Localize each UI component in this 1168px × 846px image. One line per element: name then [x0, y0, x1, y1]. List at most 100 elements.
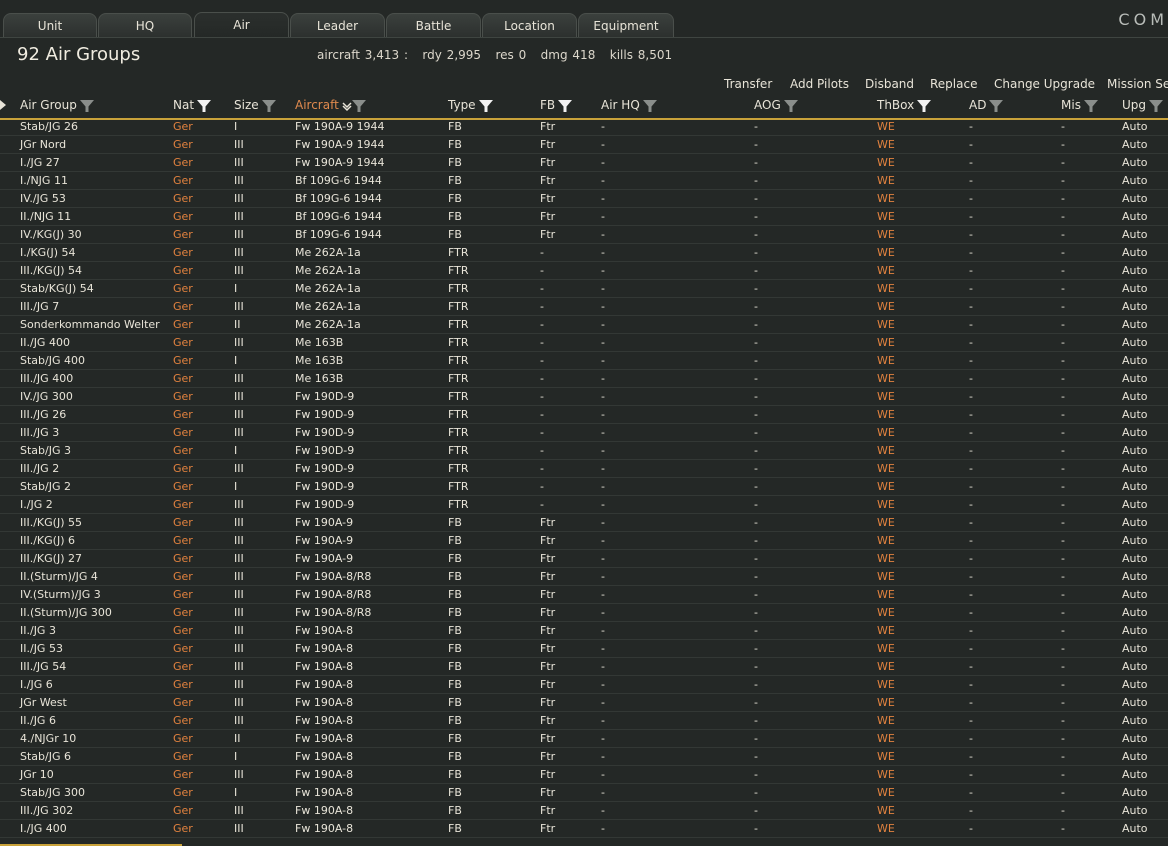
cell-air-group[interactable]: 4./NJGr 10	[20, 732, 77, 745]
col-type[interactable]: Type	[448, 98, 493, 112]
cell-air-group[interactable]: I./NJG 11	[20, 174, 68, 187]
table-row[interactable]: Stab/JG 26 Ger I Fw 190A-9 1944 FB Ftr - - WE - - A…	[0, 118, 1168, 136]
table-row[interactable]: III./KG(J) 55 Ger III Fw 190A-9 FB Ftr - - WE - - A…	[0, 514, 1168, 532]
cell-air-group[interactable]: III./JG 302	[20, 804, 74, 817]
table-row[interactable]: III./KG(J) 6 Ger III Fw 190A-9 FB Ftr - - WE - - Au…	[0, 532, 1168, 550]
table-row[interactable]: I./NJG 11 Ger III Bf 109G-6 1944 FB Ftr - - WE - -…	[0, 172, 1168, 190]
cell-air-group[interactable]: III./KG(J) 54	[20, 264, 82, 277]
table-row[interactable]: IV./JG 300 Ger III Fw 190D-9 FTR - - - WE - - Auto	[0, 388, 1168, 406]
table-row[interactable]: Stab/JG 2 Ger I Fw 190D-9 FTR - - - WE - - Auto	[0, 478, 1168, 496]
cell-air-group[interactable]: II./JG 53	[20, 642, 63, 655]
col-aog[interactable]: AOG	[754, 98, 798, 112]
scroll-left-arrow-icon[interactable]	[0, 100, 6, 110]
transfer-button[interactable]: Transfer	[724, 77, 773, 91]
col-size[interactable]: Size	[234, 98, 276, 112]
cell-air-group[interactable]: III./JG 400	[20, 372, 74, 385]
col-upg[interactable]: Upg	[1122, 98, 1164, 112]
filter-active-icon[interactable]	[478, 99, 493, 112]
cell-air-group[interactable]: III./KG(J) 27	[20, 552, 82, 565]
tab-unit[interactable]: Unit	[3, 13, 97, 37]
col-mis[interactable]: Mis	[1061, 98, 1098, 112]
col-air-group[interactable]: Air Group	[20, 98, 94, 112]
table-row[interactable]: Sonderkommando Welter Ger II Me 262A-1a FTR -…	[0, 316, 1168, 334]
mission-set-button[interactable]: Mission Set	[1107, 77, 1168, 91]
table-row[interactable]: II.(Sturm)/JG 4 Ger III Fw 190A-8/R8 FB Ftr - -…	[0, 568, 1168, 586]
cell-air-group[interactable]: JGr 10	[20, 768, 54, 781]
cell-air-group[interactable]: JGr West	[20, 696, 67, 709]
filter-icon[interactable]	[989, 99, 1004, 112]
table-row[interactable]: III./JG 2 Ger III Fw 190D-9 FTR - - - WE - - Auto	[0, 460, 1168, 478]
cell-air-group[interactable]: II.(Sturm)/JG 4	[20, 570, 98, 583]
table-row[interactable]: Stab/JG 300 Ger I Fw 190A-8 FB Ftr - - WE - - Auto	[0, 784, 1168, 802]
table-row[interactable]: I./KG(J) 54 Ger III Me 262A-1a FTR - - - WE - - Aut…	[0, 244, 1168, 262]
table-row[interactable]: JGr Nord Ger III Fw 190A-9 1944 FB Ftr - - WE - - A…	[0, 136, 1168, 154]
table-row[interactable]: III./JG 26 Ger III Fw 190D-9 FTR - - - WE - - Auto	[0, 406, 1168, 424]
table-row[interactable]: II./JG 6 Ger III Fw 190A-8 FB Ftr - - WE - - Auto	[0, 712, 1168, 730]
filter-icon[interactable]	[1083, 99, 1098, 112]
table-row[interactable]: JGr West Ger III Fw 190A-8 FB Ftr - - WE - - Auto	[0, 694, 1168, 712]
cell-air-group[interactable]: Stab/JG 26	[20, 120, 78, 133]
add-pilots-button[interactable]: Add Pilots	[790, 77, 849, 91]
filter-active-icon[interactable]	[197, 99, 212, 112]
cell-air-group[interactable]: I./JG 2	[20, 498, 53, 511]
cell-air-group[interactable]: III./JG 26	[20, 408, 67, 421]
col-thbox[interactable]: ThBox	[877, 98, 932, 112]
cell-air-group[interactable]: Stab/JG 300	[20, 786, 85, 799]
cell-air-group[interactable]: I./JG 400	[20, 822, 67, 835]
cell-air-group[interactable]: I./JG 27	[20, 156, 60, 169]
table-row[interactable]: II./NJG 11 Ger III Bf 109G-6 1944 FB Ftr - - WE -…	[0, 208, 1168, 226]
change-upgrade-button[interactable]: Change Upgrade	[994, 77, 1096, 91]
tab-location[interactable]: Location	[482, 13, 577, 37]
cell-air-group[interactable]: II./NJG 11	[20, 210, 72, 223]
table-row[interactable]: I./JG 2 Ger III Fw 190D-9 FTR - - - WE - - Auto	[0, 496, 1168, 514]
cell-air-group[interactable]: Stab/JG 400	[20, 354, 85, 367]
col-ad[interactable]: AD	[969, 98, 1004, 112]
table-row[interactable]: 4./NJGr 10 Ger II Fw 190A-8 FB Ftr - - WE - - Auto	[0, 730, 1168, 748]
cell-air-group[interactable]: IV./JG 53	[20, 192, 66, 205]
disband-button[interactable]: Disband	[865, 77, 915, 91]
table-row[interactable]: III./KG(J) 27 Ger III Fw 190A-9 FB Ftr - - WE - - A…	[0, 550, 1168, 568]
table-row[interactable]: IV.(Sturm)/JG 3 Ger III Fw 190A-8/R8 FB Ftr - -…	[0, 586, 1168, 604]
cell-air-group[interactable]: Sonderkommando Welter	[20, 318, 160, 331]
cell-air-group[interactable]: III./JG 54	[20, 660, 67, 673]
table-row[interactable]: III./KG(J) 54 Ger III Me 262A-1a FTR - - - WE - - A…	[0, 262, 1168, 280]
filter-icon[interactable]	[642, 99, 657, 112]
table-row[interactable]: III./JG 54 Ger III Fw 190A-8 FB Ftr - - WE - - Auto	[0, 658, 1168, 676]
cell-air-group[interactable]: IV./KG(J) 30	[20, 228, 82, 241]
cell-air-group[interactable]: I./KG(J) 54	[20, 246, 76, 259]
table-row[interactable]: JGr 10 Ger III Fw 190A-8 FB Ftr - - WE - - Auto	[0, 766, 1168, 784]
filter-icon[interactable]	[783, 99, 798, 112]
cell-air-group[interactable]: III./JG 7	[20, 300, 60, 313]
tab-equipment[interactable]: Equipment	[578, 13, 674, 37]
filter-icon[interactable]	[261, 99, 276, 112]
table-row[interactable]: II./JG 400 Ger III Me 163B FTR - - - WE - - Auto	[0, 334, 1168, 352]
table-row[interactable]: Stab/KG(J) 54 Ger I Me 262A-1a FTR - - - WE - - Aut…	[0, 280, 1168, 298]
filter-active-icon[interactable]	[917, 99, 932, 112]
cell-air-group[interactable]: III./JG 2	[20, 462, 60, 475]
col-air-hq[interactable]: Air HQ	[601, 98, 657, 112]
tab-battle[interactable]: Battle	[386, 13, 481, 37]
tab-hq[interactable]: HQ	[98, 13, 192, 37]
table-row[interactable]: II./JG 3 Ger III Fw 190A-8 FB Ftr - - WE - - Auto	[0, 622, 1168, 640]
table-row[interactable]: II.(Sturm)/JG 300 Ger III Fw 190A-8/R8 FB Ftr…	[0, 604, 1168, 622]
cell-air-group[interactable]: III./JG 3	[20, 426, 60, 439]
scroll-indicator[interactable]	[0, 844, 182, 846]
cell-air-group[interactable]: IV.(Sturm)/JG 3	[20, 588, 101, 601]
cell-air-group[interactable]: III./KG(J) 55	[20, 516, 82, 529]
cell-air-group[interactable]: II./JG 6	[20, 714, 56, 727]
table-row[interactable]: I./JG 6 Ger III Fw 190A-8 FB Ftr - - WE - - Auto	[0, 676, 1168, 694]
cell-air-group[interactable]: IV./JG 300	[20, 390, 73, 403]
replace-button[interactable]: Replace	[930, 77, 978, 91]
cell-air-group[interactable]: Stab/JG 2	[20, 480, 71, 493]
col-nat[interactable]: Nat	[173, 98, 212, 112]
sort-desc-filter-icon[interactable]	[342, 99, 366, 112]
cell-air-group[interactable]: I./JG 6	[20, 678, 53, 691]
cell-air-group[interactable]: Stab/JG 6	[20, 750, 71, 763]
col-aircraft[interactable]: Aircraft	[295, 98, 366, 112]
cell-air-group[interactable]: II.(Sturm)/JG 300	[20, 606, 112, 619]
table-row[interactable]: I./JG 400 Ger III Fw 190A-8 FB Ftr - - WE - - Auto	[0, 820, 1168, 838]
table-row[interactable]: Stab/JG 6 Ger I Fw 190A-8 FB Ftr - - WE - - Auto	[0, 748, 1168, 766]
filter-active-icon[interactable]	[558, 99, 573, 112]
col-fb[interactable]: FB	[540, 98, 573, 112]
table-row[interactable]: I./JG 27 Ger III Fw 190A-9 1944 FB Ftr - - WE - - A…	[0, 154, 1168, 172]
